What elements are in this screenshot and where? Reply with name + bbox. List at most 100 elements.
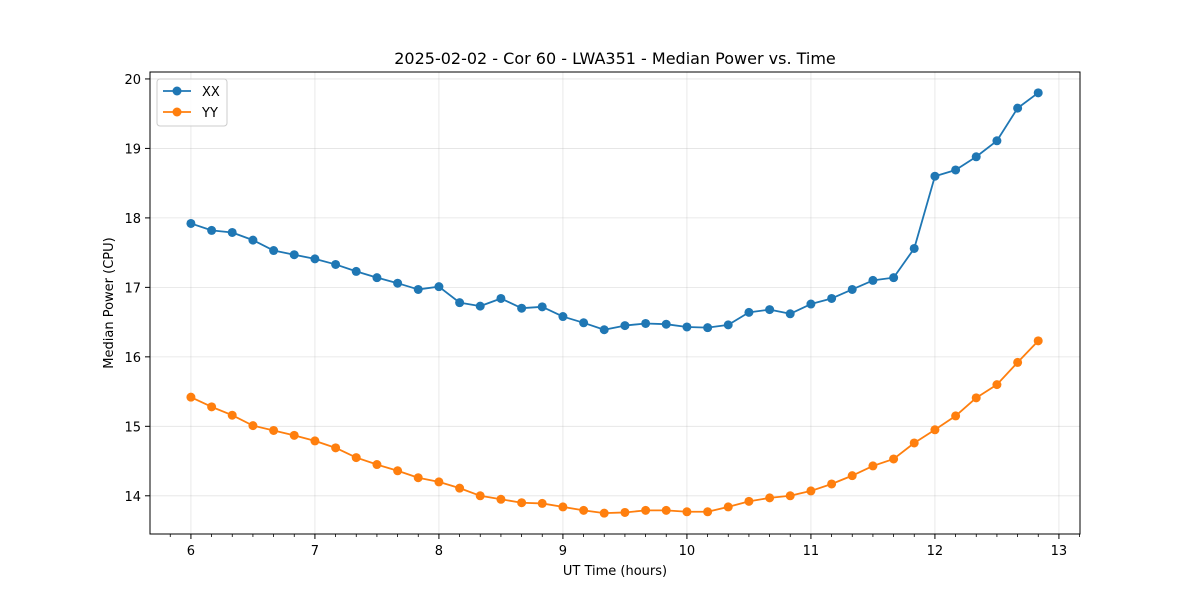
data-point-yy: [868, 461, 878, 471]
series-yy: [186, 336, 1043, 518]
data-point-xx: [579, 318, 589, 328]
data-point-yy: [785, 491, 795, 501]
data-point-yy: [1013, 357, 1023, 367]
data-point-xx: [351, 266, 361, 276]
data-point-yy: [889, 454, 899, 464]
series-layer: [186, 88, 1043, 518]
x-tick-label: 13: [1051, 544, 1068, 559]
data-point-xx: [331, 259, 341, 269]
y-tick-label: 15: [124, 420, 141, 435]
data-point-yy: [496, 494, 506, 504]
data-point-xx: [992, 136, 1002, 146]
data-point-xx: [289, 250, 299, 260]
data-point-yy: [806, 486, 816, 496]
data-point-yy: [455, 483, 465, 493]
data-point-yy: [951, 411, 961, 421]
data-point-yy: [434, 477, 444, 487]
data-point-yy: [1033, 336, 1043, 346]
data-point-xx: [517, 303, 527, 313]
data-point-xx: [269, 246, 279, 256]
data-point-xx: [393, 278, 403, 288]
data-point-yy: [971, 393, 981, 403]
data-point-xx: [847, 284, 857, 294]
data-point-xx: [496, 293, 506, 303]
data-point-xx: [661, 319, 671, 329]
data-point-xx: [868, 275, 878, 285]
data-point-xx: [372, 273, 382, 283]
data-point-xx: [413, 284, 423, 294]
data-point-yy: [248, 421, 258, 431]
data-point-yy: [372, 460, 382, 470]
data-point-yy: [207, 402, 217, 412]
data-point-xx: [723, 320, 733, 330]
y-tick-label: 17: [124, 281, 141, 296]
data-point-yy: [930, 425, 940, 435]
legend-label-xx: XX: [202, 85, 220, 100]
data-point-xx: [909, 243, 919, 253]
data-point-xx: [537, 302, 547, 312]
data-point-yy: [310, 436, 320, 446]
y-tick-label: 20: [124, 73, 141, 88]
data-point-xx: [889, 273, 899, 283]
x-tick-label: 12: [927, 544, 944, 559]
data-point-yy: [579, 505, 589, 515]
legend-marker-xx: [172, 86, 182, 96]
data-point-yy: [393, 466, 403, 476]
data-point-yy: [537, 498, 547, 508]
data-point-xx: [248, 235, 258, 245]
legend-label-yy: YY: [201, 106, 218, 121]
data-point-yy: [682, 507, 692, 517]
data-point-xx: [641, 318, 651, 328]
data-point-xx: [971, 152, 981, 162]
data-point-yy: [620, 507, 630, 517]
data-point-yy: [351, 453, 361, 463]
data-point-xx: [744, 307, 754, 317]
data-point-yy: [992, 380, 1002, 390]
x-tick-label: 8: [435, 544, 443, 559]
x-tick-label: 9: [559, 544, 567, 559]
data-point-yy: [269, 425, 279, 435]
data-point-xx: [682, 322, 692, 332]
axis-ticks: 6 7 8 9 10 11 12 13 14 15 16 17 18 19 20: [124, 73, 1080, 559]
data-point-yy: [413, 473, 423, 483]
data-point-xx: [475, 301, 485, 311]
data-point-yy: [909, 438, 919, 448]
y-tick-label: 14: [124, 490, 141, 505]
data-point-yy: [661, 505, 671, 515]
data-point-xx: [806, 299, 816, 309]
x-tick-label: 11: [803, 544, 820, 559]
data-point-xx: [827, 293, 837, 303]
data-point-xx: [599, 325, 609, 335]
y-axis-label: Median Power (CPU): [102, 237, 117, 368]
data-point-yy: [517, 498, 527, 508]
data-point-xx: [930, 171, 940, 181]
x-axis-label: UT Time (hours): [563, 564, 667, 579]
data-point-xx: [227, 227, 237, 237]
data-point-xx: [186, 218, 196, 228]
data-point-xx: [310, 254, 320, 264]
x-tick-label: 10: [679, 544, 696, 559]
y-tick-label: 16: [124, 351, 141, 366]
data-point-yy: [847, 471, 857, 481]
plot-area-frame: [149, 71, 1081, 535]
data-point-yy: [599, 508, 609, 518]
data-point-yy: [331, 443, 341, 453]
data-point-yy: [475, 491, 485, 501]
data-point-xx: [455, 298, 465, 308]
data-point-yy: [558, 502, 568, 512]
data-point-xx: [1033, 88, 1043, 98]
data-point-yy: [723, 502, 733, 512]
data-point-yy: [765, 493, 775, 503]
grid: [150, 72, 1080, 534]
chart-title: 2025-02-02 - Cor 60 - LWA351 - Median Po…: [394, 49, 836, 68]
data-point-yy: [827, 479, 837, 489]
data-point-yy: [289, 430, 299, 440]
legend: XX YY: [156, 78, 228, 127]
y-tick-label: 19: [124, 142, 141, 157]
data-point-xx: [765, 305, 775, 315]
series-xx: [186, 88, 1043, 335]
data-point-yy: [227, 410, 237, 420]
legend-marker-yy: [172, 107, 182, 117]
data-point-xx: [785, 309, 795, 319]
